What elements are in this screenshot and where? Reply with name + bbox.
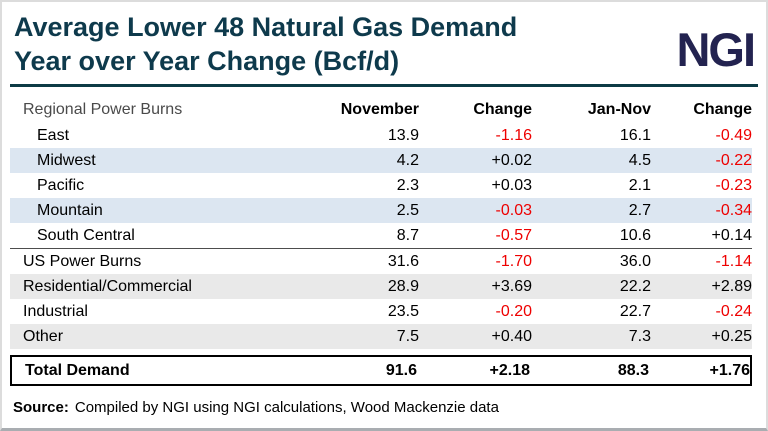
cell-change-nov: +3.69 xyxy=(491,277,532,295)
cell-change-jan: +2.89 xyxy=(711,277,752,295)
cell-november: 2.3 xyxy=(396,176,419,194)
cell-november: 23.5 xyxy=(387,302,419,320)
cell-november: 28.9 xyxy=(387,277,419,295)
row-label: Other xyxy=(23,327,64,345)
cell-change-nov: -0.03 xyxy=(495,201,532,219)
cell-jan-nov: 22.2 xyxy=(619,277,651,295)
cell-november: 7.5 xyxy=(396,327,419,345)
ngi-logo: NGI xyxy=(676,23,756,76)
column-header-jan-nov: Jan-Nov xyxy=(587,100,651,118)
cell-november: 4.2 xyxy=(396,151,419,169)
table-header-row: Regional Power Burns November Change Jan… xyxy=(10,96,752,123)
table-row: Mountain 2.5 -0.03 2.7 -0.34 xyxy=(10,198,752,223)
table-row: Midwest 4.2 +0.02 4.5 -0.22 xyxy=(10,148,752,173)
column-header-category: Regional Power Burns xyxy=(23,100,183,118)
table-row: Pacific 2.3 +0.03 2.1 -0.23 xyxy=(10,173,752,198)
cell-jan-nov: 22.7 xyxy=(619,302,651,320)
cell-change-jan: -0.49 xyxy=(715,126,752,144)
total-row: Total Demand 91.6 +2.18 88.3 +1.76 xyxy=(10,355,752,386)
total-jan-nov: 88.3 xyxy=(617,361,649,379)
source-note: Source: Compiled by NGI using NGI calcula… xyxy=(13,399,766,416)
row-label: US Power Burns xyxy=(23,252,142,270)
total-change-jan: +1.76 xyxy=(709,361,750,379)
cell-change-nov: +0.02 xyxy=(491,151,532,169)
title-line-1: Average Lower 48 Natural Gas Demand xyxy=(14,12,518,42)
cell-change-jan: -0.22 xyxy=(715,151,752,169)
title-line-2: Year over Year Change (Bcf/d) xyxy=(14,46,400,76)
source-label: Source: xyxy=(13,399,69,416)
title-divider-rule xyxy=(10,84,758,87)
cell-change-jan: -1.14 xyxy=(715,252,752,270)
table-row: Industrial 23.5 -0.20 22.7 -0.24 xyxy=(10,299,752,324)
row-label: Mountain xyxy=(37,201,103,219)
cell-november: 2.5 xyxy=(396,201,419,219)
cell-change-nov: -1.16 xyxy=(495,126,532,144)
cell-november: 13.9 xyxy=(387,126,419,144)
table-row: East 13.9 -1.16 16.1 -0.49 xyxy=(10,123,752,148)
row-label: Pacific xyxy=(37,176,85,194)
cell-change-nov: +0.03 xyxy=(491,176,532,194)
cell-change-jan: -0.23 xyxy=(715,176,752,194)
row-label: South Central xyxy=(37,226,135,244)
table-row: Residential/Commercial 28.9 +3.69 22.2 +2.89 xyxy=(10,274,752,299)
page-title: Average Lower 48 Natural Gas Demand Year… xyxy=(2,2,766,78)
cell-jan-nov: 2.7 xyxy=(628,201,651,219)
column-header-change-jan: Change xyxy=(693,100,752,118)
cell-change-jan: -0.34 xyxy=(715,201,752,219)
total-label: Total Demand xyxy=(25,361,130,379)
column-header-november: November xyxy=(340,100,419,118)
row-label: Midwest xyxy=(37,151,96,169)
table-row: South Central 8.7 -0.57 10.6 +0.14 xyxy=(10,223,752,248)
cell-jan-nov: 36.0 xyxy=(619,252,651,270)
source-text: Compiled by NGI using NGI calculations, … xyxy=(74,399,499,416)
column-header-change-nov: Change xyxy=(473,100,532,118)
cell-change-jan: +0.14 xyxy=(711,226,752,244)
cell-jan-nov: 7.3 xyxy=(628,327,651,345)
total-november: 91.6 xyxy=(385,361,417,379)
table-row: Other 7.5 +0.40 7.3 +0.25 xyxy=(10,324,752,349)
cell-change-nov: -1.70 xyxy=(495,252,532,270)
cell-jan-nov: 10.6 xyxy=(619,226,651,244)
cell-jan-nov: 2.1 xyxy=(628,176,651,194)
cell-jan-nov: 4.5 xyxy=(628,151,651,169)
total-change-nov: +2.18 xyxy=(489,361,530,379)
row-label: Residential/Commercial xyxy=(23,277,192,295)
cell-november: 31.6 xyxy=(387,252,419,270)
cell-change-jan: -0.24 xyxy=(715,302,752,320)
row-label: East xyxy=(37,126,70,144)
cell-change-nov: +0.40 xyxy=(491,327,532,345)
table-row: US Power Burns 31.6 -1.70 36.0 -1.14 xyxy=(10,248,752,274)
header: Average Lower 48 Natural Gas Demand Year… xyxy=(2,2,766,82)
table-body: East 13.9 -1.16 16.1 -0.49 Midwest 4.2 +0.02 4.5… xyxy=(10,123,752,349)
cell-change-jan: +0.25 xyxy=(711,327,752,345)
cell-change-nov: -0.57 xyxy=(495,226,532,244)
cell-jan-nov: 16.1 xyxy=(619,126,651,144)
row-label: Industrial xyxy=(23,302,88,320)
cell-change-nov: -0.20 xyxy=(495,302,532,320)
demand-table: Regional Power Burns November Change Jan… xyxy=(10,96,752,386)
cell-november: 8.7 xyxy=(396,226,419,244)
